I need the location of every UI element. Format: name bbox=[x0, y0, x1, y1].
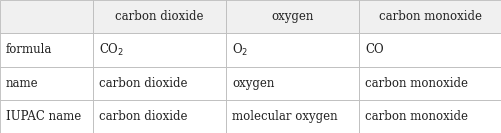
Bar bbox=[225, 100, 358, 133]
Text: carbon dioxide: carbon dioxide bbox=[115, 10, 203, 23]
Text: carbon monoxide: carbon monoxide bbox=[364, 77, 467, 90]
Bar bbox=[225, 33, 358, 66]
Bar bbox=[0, 0, 93, 33]
Bar bbox=[0, 100, 93, 133]
Text: name: name bbox=[6, 77, 39, 90]
Bar bbox=[0, 33, 93, 66]
Text: carbon dioxide: carbon dioxide bbox=[99, 77, 187, 90]
Text: O$_2$: O$_2$ bbox=[231, 42, 247, 58]
Text: oxygen: oxygen bbox=[271, 10, 313, 23]
Bar bbox=[358, 33, 501, 66]
Bar bbox=[0, 66, 93, 100]
Text: IUPAC name: IUPAC name bbox=[6, 110, 81, 123]
Bar bbox=[93, 0, 225, 33]
Bar bbox=[93, 66, 225, 100]
Text: oxygen: oxygen bbox=[231, 77, 274, 90]
Text: formula: formula bbox=[6, 43, 52, 56]
Bar bbox=[93, 100, 225, 133]
Text: carbon monoxide: carbon monoxide bbox=[364, 110, 467, 123]
Text: CO$_2$: CO$_2$ bbox=[99, 42, 124, 58]
Text: carbon dioxide: carbon dioxide bbox=[99, 110, 187, 123]
Bar bbox=[358, 66, 501, 100]
Text: CO: CO bbox=[364, 43, 383, 56]
Bar bbox=[225, 0, 358, 33]
Text: molecular oxygen: molecular oxygen bbox=[231, 110, 337, 123]
Bar bbox=[358, 100, 501, 133]
Text: carbon monoxide: carbon monoxide bbox=[378, 10, 481, 23]
Bar bbox=[93, 33, 225, 66]
Bar bbox=[358, 0, 501, 33]
Bar bbox=[225, 66, 358, 100]
